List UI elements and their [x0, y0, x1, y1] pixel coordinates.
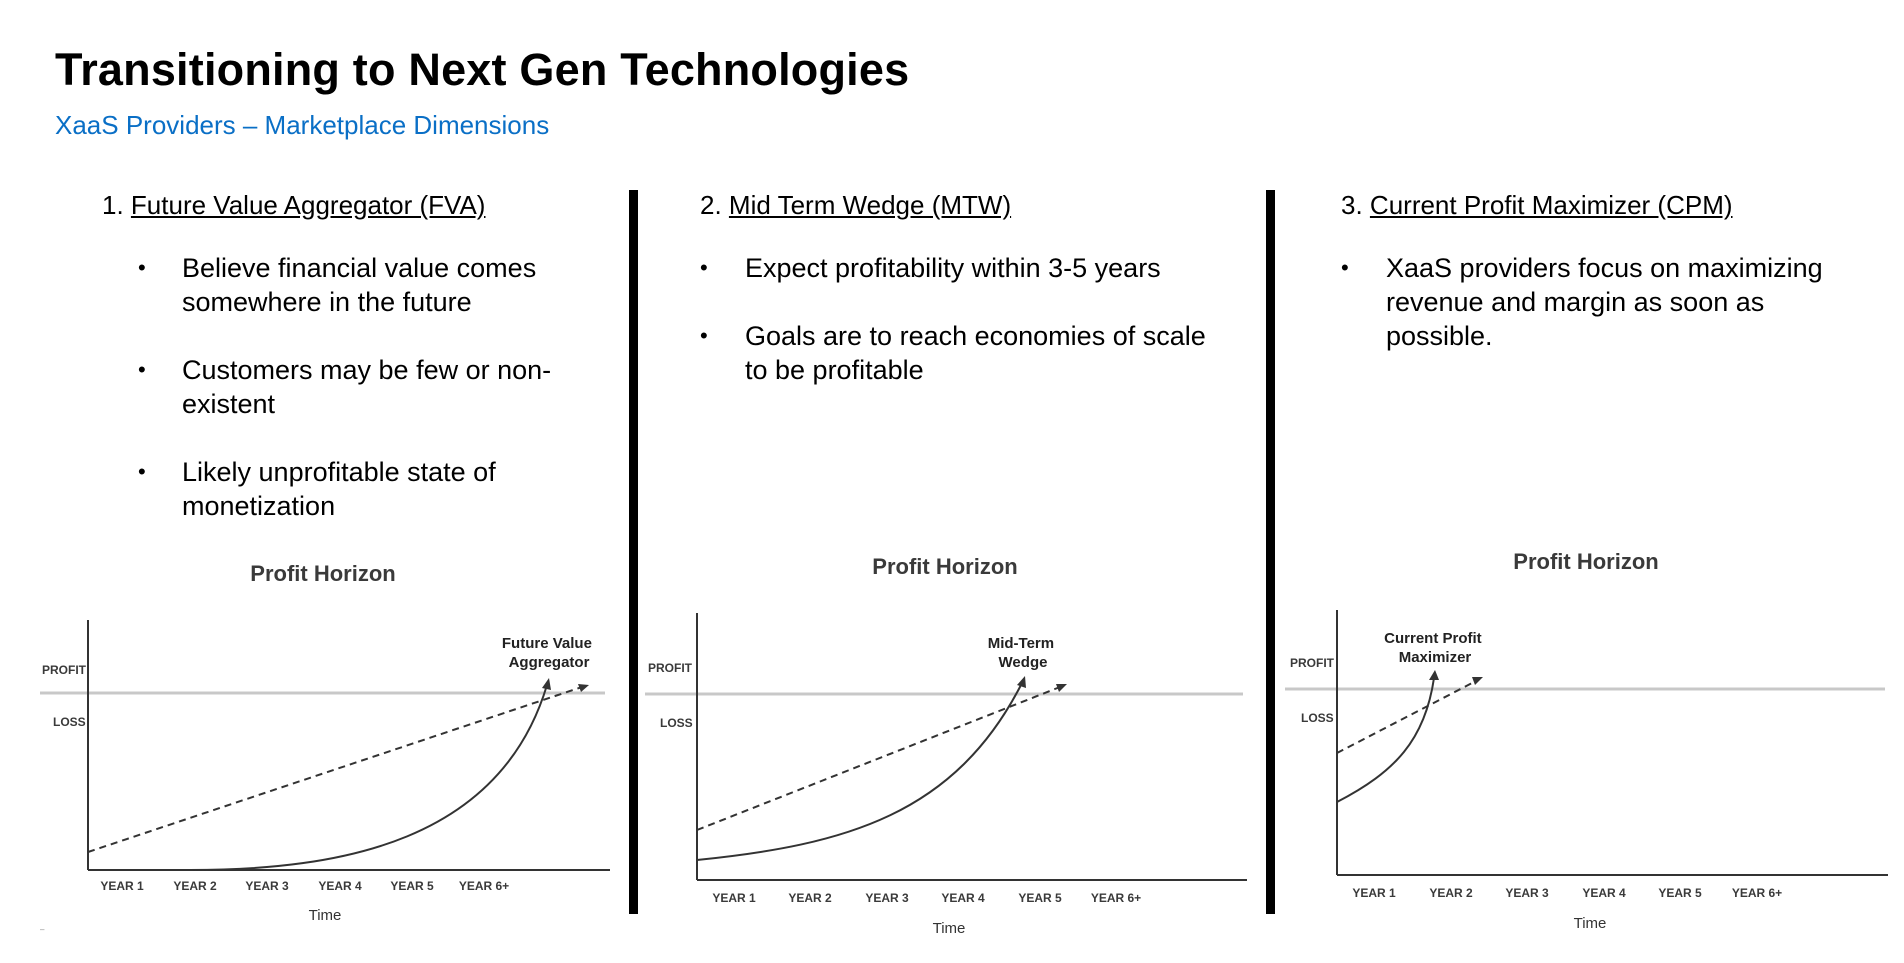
annotation-line: Future Value [502, 635, 592, 652]
tick-label: YEAR 6+ [1091, 891, 1141, 905]
region-label-loss: LOSS [660, 716, 693, 730]
tick-labels: YEAR 1 YEAR 2 YEAR 3 YEAR 4 YEAR 5 YEAR … [100, 879, 509, 893]
bullet-item: • Believe financial value comes somewhere… [138, 253, 537, 317]
chart-title: Profit Horizon [250, 561, 395, 586]
region-label-loss: LOSS [53, 715, 86, 729]
curve-annotation: Current Profit Maximizer [1384, 630, 1486, 666]
x-axis-title: Time [1574, 915, 1607, 932]
arrowhead [542, 678, 551, 690]
column-mtw: 2. Mid Term Wedge (MTW) • Expect profitab… [700, 190, 1220, 387]
column-number: 1. [102, 190, 124, 220]
tick-label: YEAR 5 [1658, 886, 1702, 900]
x-axis-title: Time [933, 920, 966, 937]
column-heading: 2. Mid Term Wedge (MTW) [700, 190, 1220, 221]
column-title: Future Value Aggregator (FVA) [130, 190, 486, 220]
profit-horizon-chart-fva: Profit Horizon PROFIT LOSS YEAR 1 YEAR 2… [40, 561, 610, 924]
curve-annotation: Mid-Term Wedge [988, 635, 1059, 671]
tick-label: YEAR 6+ [1732, 886, 1782, 900]
region-label-profit: PROFIT [648, 661, 693, 675]
bullet-list: • XaaS providers focus on maximizing reve… [1341, 251, 1871, 353]
tick-label: YEAR 3 [1505, 886, 1549, 900]
tick-label: YEAR 5 [390, 879, 434, 893]
tick-label: YEAR 6+ [459, 879, 509, 893]
arrowhead [1472, 677, 1483, 685]
bullet-item: • Expect profitability within 3-5 years [700, 253, 1161, 283]
column-number: 3. [1341, 190, 1363, 220]
chart-title: Profit Horizon [1513, 549, 1658, 574]
column-heading: 1. Future Value Aggregator (FVA) [102, 190, 602, 221]
profit-curve [189, 684, 548, 871]
tick-label: YEAR 2 [1429, 886, 1473, 900]
profit-horizon-chart-cpm: Profit Horizon PROFIT LOSS YEAR 1 YEAR 2… [1285, 549, 1888, 932]
tick-label: YEAR 1 [1352, 886, 1396, 900]
curve-annotation: Future Value Aggregator [502, 635, 596, 671]
bullet-text: Likely unprofitable state of monetizatio… [182, 457, 496, 521]
column-cpm: 3. Current Profit Maximizer (CPM) • XaaS … [1341, 190, 1871, 353]
x-axis-title: Time [309, 907, 342, 924]
annotation-line: Aggregator [509, 654, 590, 671]
bullet-text: Customers may be few or non-existent [182, 355, 552, 419]
arrowhead [1056, 684, 1067, 692]
column-number: 2. [700, 190, 722, 220]
dashed-trend-line [1336, 680, 1477, 754]
tick-label: YEAR 3 [865, 891, 909, 905]
bullet-item: • Likely unprofitable state of monetizati… [138, 457, 496, 521]
arrowhead [1017, 676, 1026, 688]
profit-curve [696, 682, 1023, 861]
tick-label: YEAR 3 [245, 879, 289, 893]
tick-labels: YEAR 1 YEAR 2 YEAR 3 YEAR 4 YEAR 5 YEAR … [712, 891, 1141, 905]
page-subtitle: XaaS Providers – Marketplace Dimensions [55, 110, 550, 140]
bullet-item: • Customers may be few or non-existent [138, 355, 552, 419]
arrowhead [1429, 670, 1439, 680]
tick-label: YEAR 1 [712, 891, 756, 905]
footnote-mark: – [40, 925, 45, 934]
profit-horizon-chart-mtw: Profit Horizon PROFIT LOSS YEAR 1 YEAR 2… [645, 554, 1247, 937]
dashed-trend-line [87, 686, 583, 853]
tick-label: YEAR 5 [1018, 891, 1062, 905]
region-label-profit: PROFIT [1290, 656, 1335, 670]
annotation-line: Mid-Term [988, 635, 1054, 652]
tick-label: YEAR 2 [788, 891, 832, 905]
bullet-item: • XaaS providers focus on maximizing reve… [1341, 253, 1823, 351]
region-label-loss: LOSS [1301, 711, 1334, 725]
tick-label: YEAR 1 [100, 879, 144, 893]
tick-label: YEAR 4 [1582, 886, 1626, 900]
dashed-trend-line [696, 686, 1061, 831]
annotation-line: Current Profit [1384, 630, 1482, 647]
annotation-line: Wedge [999, 654, 1048, 671]
profit-curve [1336, 677, 1435, 803]
tick-label: YEAR 4 [318, 879, 362, 893]
bullet-text: XaaS providers focus on maximizing reven… [1386, 253, 1823, 351]
column-fva: 1. Future Value Aggregator (FVA) • Believ… [102, 190, 602, 523]
arrowhead [578, 684, 589, 692]
column-title: Current Profit Maximizer (CPM) [1369, 190, 1733, 220]
annotation-line: Maximizer [1399, 649, 1472, 666]
tick-labels: YEAR 1 YEAR 2 YEAR 3 YEAR 4 YEAR 5 YEAR … [1352, 886, 1782, 900]
bullet-text: Goals are to reach economies of scale to… [745, 321, 1206, 385]
bullet-item: • Goals are to reach economies of scale t… [700, 321, 1206, 385]
chart-title: Profit Horizon [872, 554, 1017, 579]
bullet-list: • Believe financial value comes somewhere… [102, 251, 602, 523]
column-divider [1266, 190, 1275, 914]
column-title: Mid Term Wedge (MTW) [728, 190, 1012, 220]
page-title: Transitioning to Next Gen Technologies [55, 44, 910, 95]
column-heading: 3. Current Profit Maximizer (CPM) [1341, 190, 1871, 221]
bullet-list: • Expect profitability within 3-5 years •… [700, 251, 1220, 387]
bullet-text: Expect profitability within 3-5 years [745, 253, 1161, 283]
bullet-text: Believe financial value comes somewhere … [182, 253, 537, 317]
region-label-profit: PROFIT [42, 663, 87, 677]
tick-label: YEAR 4 [941, 891, 985, 905]
tick-label: YEAR 2 [173, 879, 217, 893]
column-divider [629, 190, 638, 914]
